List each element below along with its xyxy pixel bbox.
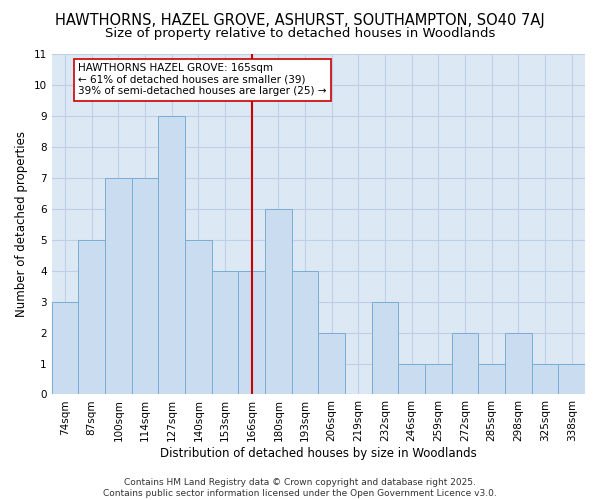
Text: HAWTHORNS HAZEL GROVE: 165sqm
← 61% of detached houses are smaller (39)
39% of s: HAWTHORNS HAZEL GROVE: 165sqm ← 61% of d… bbox=[79, 64, 327, 96]
Text: Contains HM Land Registry data © Crown copyright and database right 2025.
Contai: Contains HM Land Registry data © Crown c… bbox=[103, 478, 497, 498]
Bar bbox=[105, 178, 131, 394]
Bar bbox=[292, 270, 319, 394]
Bar bbox=[158, 116, 185, 394]
X-axis label: Distribution of detached houses by size in Woodlands: Distribution of detached houses by size … bbox=[160, 447, 477, 460]
Text: Size of property relative to detached houses in Woodlands: Size of property relative to detached ho… bbox=[105, 28, 495, 40]
Bar bbox=[425, 364, 452, 394]
Bar bbox=[505, 332, 532, 394]
Bar bbox=[185, 240, 212, 394]
Bar bbox=[452, 332, 478, 394]
Bar bbox=[79, 240, 105, 394]
Bar bbox=[371, 302, 398, 394]
Bar bbox=[478, 364, 505, 394]
Y-axis label: Number of detached properties: Number of detached properties bbox=[15, 131, 28, 317]
Bar bbox=[319, 332, 345, 394]
Bar bbox=[532, 364, 559, 394]
Bar bbox=[238, 270, 265, 394]
Bar bbox=[131, 178, 158, 394]
Bar bbox=[212, 270, 238, 394]
Bar bbox=[559, 364, 585, 394]
Bar bbox=[265, 209, 292, 394]
Bar bbox=[52, 302, 79, 394]
Bar bbox=[398, 364, 425, 394]
Text: HAWTHORNS, HAZEL GROVE, ASHURST, SOUTHAMPTON, SO40 7AJ: HAWTHORNS, HAZEL GROVE, ASHURST, SOUTHAM… bbox=[55, 12, 545, 28]
